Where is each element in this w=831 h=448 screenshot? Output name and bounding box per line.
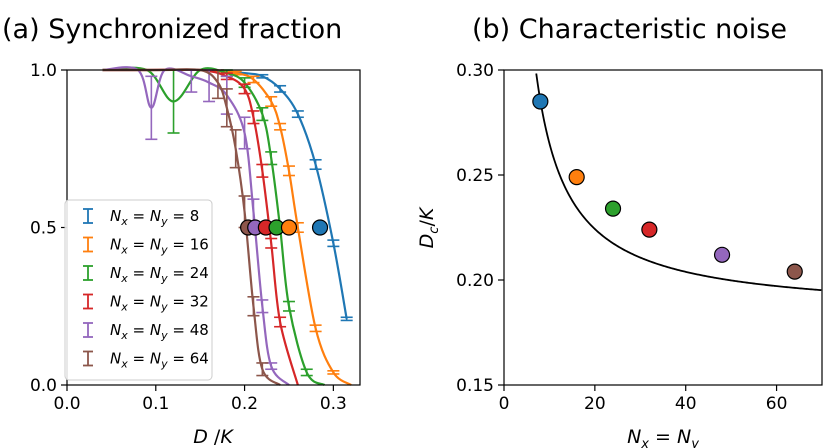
panel-a: (a) Synchronized fraction 0.0 0.1 0.2 0.30.…	[2, 14, 361, 448]
x-tick-label-3: 0.3	[320, 394, 347, 414]
b-y-tick-label-3: 0.30	[456, 61, 494, 81]
panel-a-legend: Nx = Ny = 8 Nx = Ny = 16 Nx = Ny = 24 Nx = …	[64, 199, 213, 381]
b-x-tick-label-2: 40	[675, 394, 697, 414]
threshold-marker-0	[311, 219, 329, 236]
legend-label-4: Nx = Ny = 48	[110, 321, 209, 342]
data-point-5	[786, 263, 803, 280]
panel-b-title: (b) Characteristic noise	[472, 14, 787, 45]
b-y-tick-label-1: 0.20	[456, 271, 494, 291]
series-line-5	[102, 67, 281, 386]
data-point-0	[532, 93, 549, 110]
b-x-tick-label-1: 20	[584, 394, 606, 414]
panel-a-x-label: D /K	[193, 426, 234, 448]
panel-a-series	[102, 66, 353, 387]
threshold-marker-1	[280, 219, 298, 236]
x-tick-label-2: 0.2	[231, 394, 258, 414]
panel-b: (b) Characteristic noise 0 20 40 60 0.15 0.20…	[416, 14, 823, 448]
b-x-tick-label-3: 60	[766, 394, 788, 414]
x-tick-label-1: 0.1	[142, 394, 169, 414]
data-point-2	[604, 200, 622, 217]
data-point-3	[641, 221, 658, 238]
legend-label-3: Nx = Ny = 32	[110, 293, 209, 314]
legend-label-2: Nx = Ny = 24	[110, 264, 209, 285]
b-x-tick-label-0: 0	[499, 394, 510, 414]
fit-curve	[535, 73, 822, 292]
panel-a-ticks: 0.0 0.1 0.2 0.3 0.0 0.5 1.0	[30, 61, 347, 414]
panel-a-title: (a) Synchronized fraction	[2, 14, 342, 45]
panel-b-y-label: Dc/K	[416, 206, 442, 248]
x-tick-label-0: 0.0	[53, 394, 80, 414]
y-tick-label-1: 0.5	[30, 219, 57, 239]
b-y-tick-label-2: 0.25	[456, 166, 494, 186]
legend-label-1: Nx = Ny = 16	[110, 236, 209, 257]
panel-b-x-label: Nx = Ny	[627, 426, 699, 448]
panel-b-axes-frame	[503, 69, 823, 386]
legend-box	[64, 199, 213, 381]
panel-b-ticks: 0 20 40 60 0.15 0.20 0.25 0.30	[456, 61, 787, 414]
data-point-1	[568, 169, 585, 186]
y-tick-label-0: 0.0	[30, 376, 57, 396]
panel-b-content	[532, 73, 822, 292]
data-point-4	[713, 246, 731, 263]
b-y-tick-label-0: 0.15	[456, 376, 494, 396]
legend-label-5: Nx = Ny = 64	[110, 350, 209, 371]
y-tick-label-2: 1.0	[30, 61, 57, 81]
legend-label-0: Nx = Ny = 8	[110, 207, 199, 228]
